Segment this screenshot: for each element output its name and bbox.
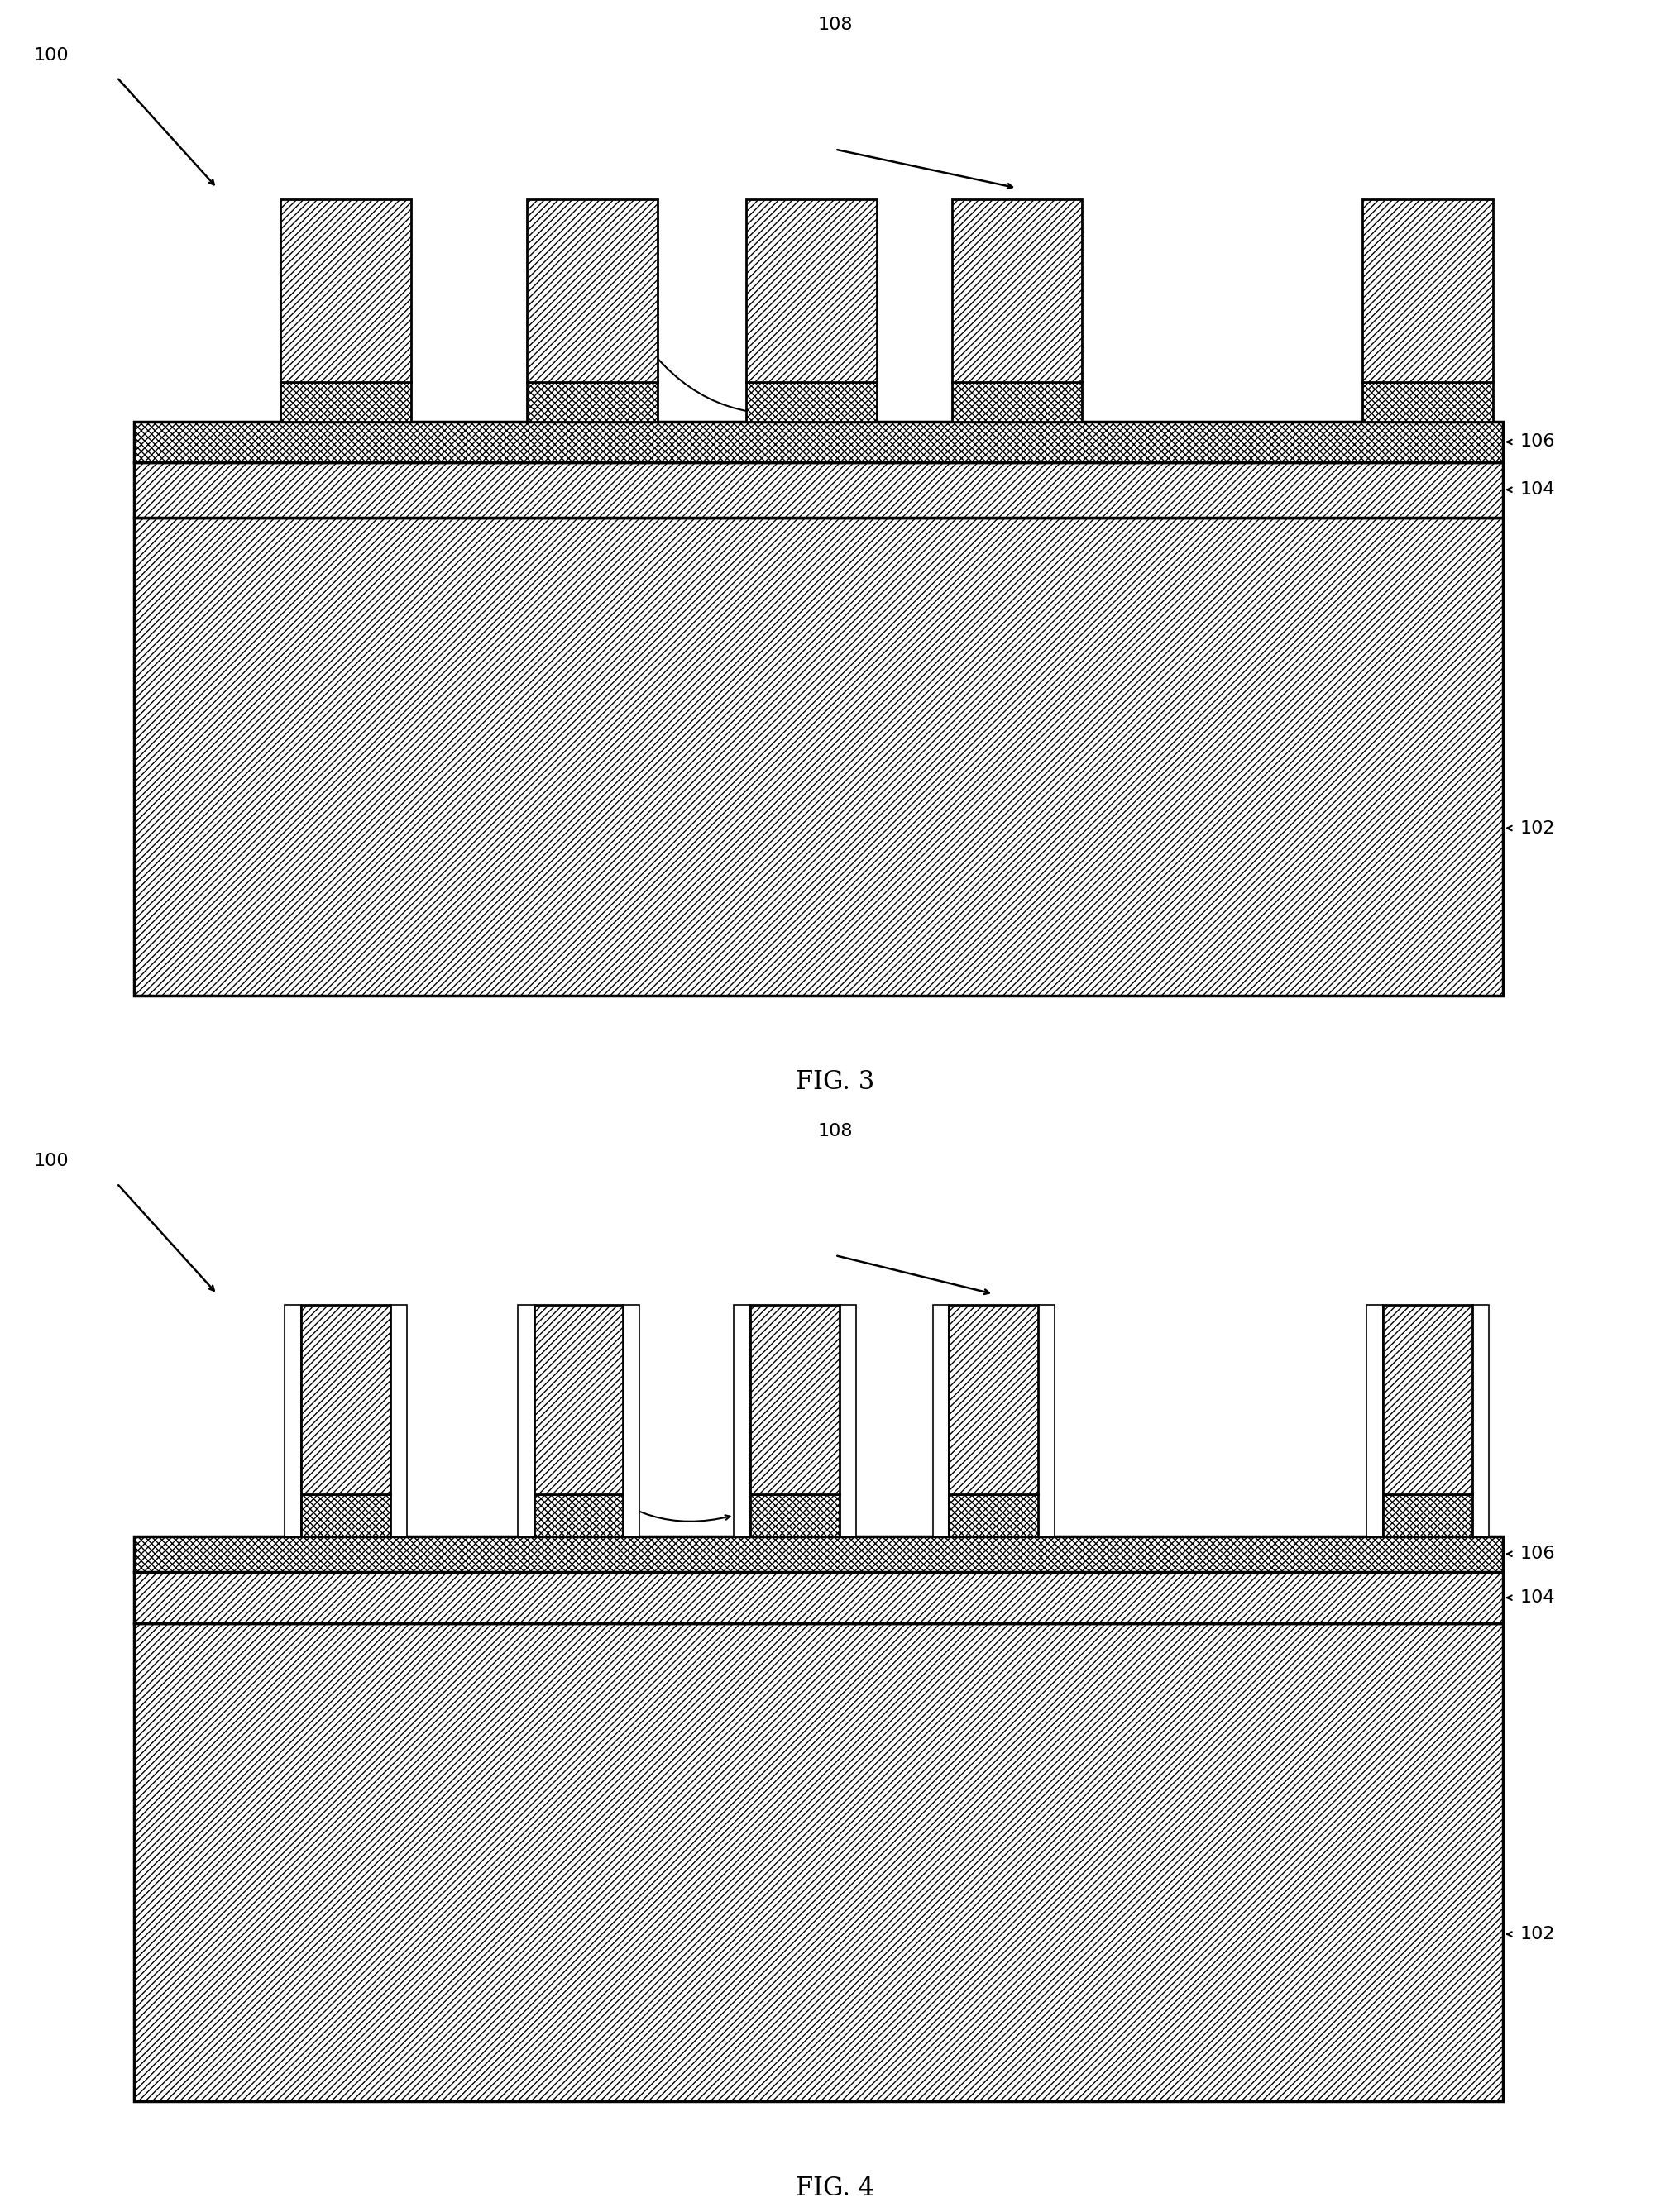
Bar (952, 383, 1082, 422)
Bar (746, 199, 877, 383)
Bar (286, 1305, 301, 1535)
Text: 104: 104 (1520, 1590, 1555, 1606)
Bar (840, 1305, 857, 1535)
Text: 116: 116 (533, 1451, 568, 1469)
Bar (952, 199, 1082, 383)
Bar (932, 1305, 949, 1535)
Text: 108: 108 (817, 18, 853, 33)
Bar (1366, 1305, 1383, 1535)
Text: 104: 104 (1520, 482, 1555, 498)
Bar (949, 1495, 1039, 1535)
Bar (735, 1305, 750, 1535)
Bar (391, 1305, 407, 1535)
Bar (1473, 1305, 1488, 1535)
Bar (528, 199, 658, 383)
Bar (528, 383, 658, 422)
Bar (1363, 383, 1493, 422)
Text: 102: 102 (1520, 1927, 1555, 1942)
Text: 106: 106 (1520, 434, 1555, 451)
Bar (134, 462, 1503, 518)
Bar (518, 1305, 534, 1535)
Bar (134, 518, 1503, 995)
Text: 114: 114 (595, 325, 630, 343)
Bar (281, 199, 411, 383)
Text: 108: 108 (817, 1124, 853, 1139)
Text: FIG. 4: FIG. 4 (795, 2174, 875, 2201)
Text: 102: 102 (1520, 821, 1555, 836)
Bar (534, 1495, 623, 1535)
Bar (750, 1495, 840, 1535)
Bar (134, 1535, 1503, 1573)
Bar (301, 1495, 391, 1535)
Text: FIG. 3: FIG. 3 (795, 1068, 875, 1095)
Bar (949, 1305, 1039, 1495)
Text: 100: 100 (33, 1152, 68, 1170)
Text: 106: 106 (1520, 1546, 1555, 1562)
Bar (134, 1624, 1503, 2101)
Bar (534, 1305, 623, 1495)
Bar (281, 383, 411, 422)
Text: 100: 100 (33, 46, 68, 64)
Bar (623, 1305, 640, 1535)
Bar (1363, 199, 1493, 383)
Bar (1039, 1305, 1054, 1535)
Bar (301, 1305, 391, 1495)
Bar (746, 383, 877, 422)
Bar (750, 1305, 840, 1495)
Bar (1383, 1305, 1473, 1495)
Bar (134, 1573, 1503, 1624)
Bar (134, 422, 1503, 462)
Bar (1383, 1495, 1473, 1535)
